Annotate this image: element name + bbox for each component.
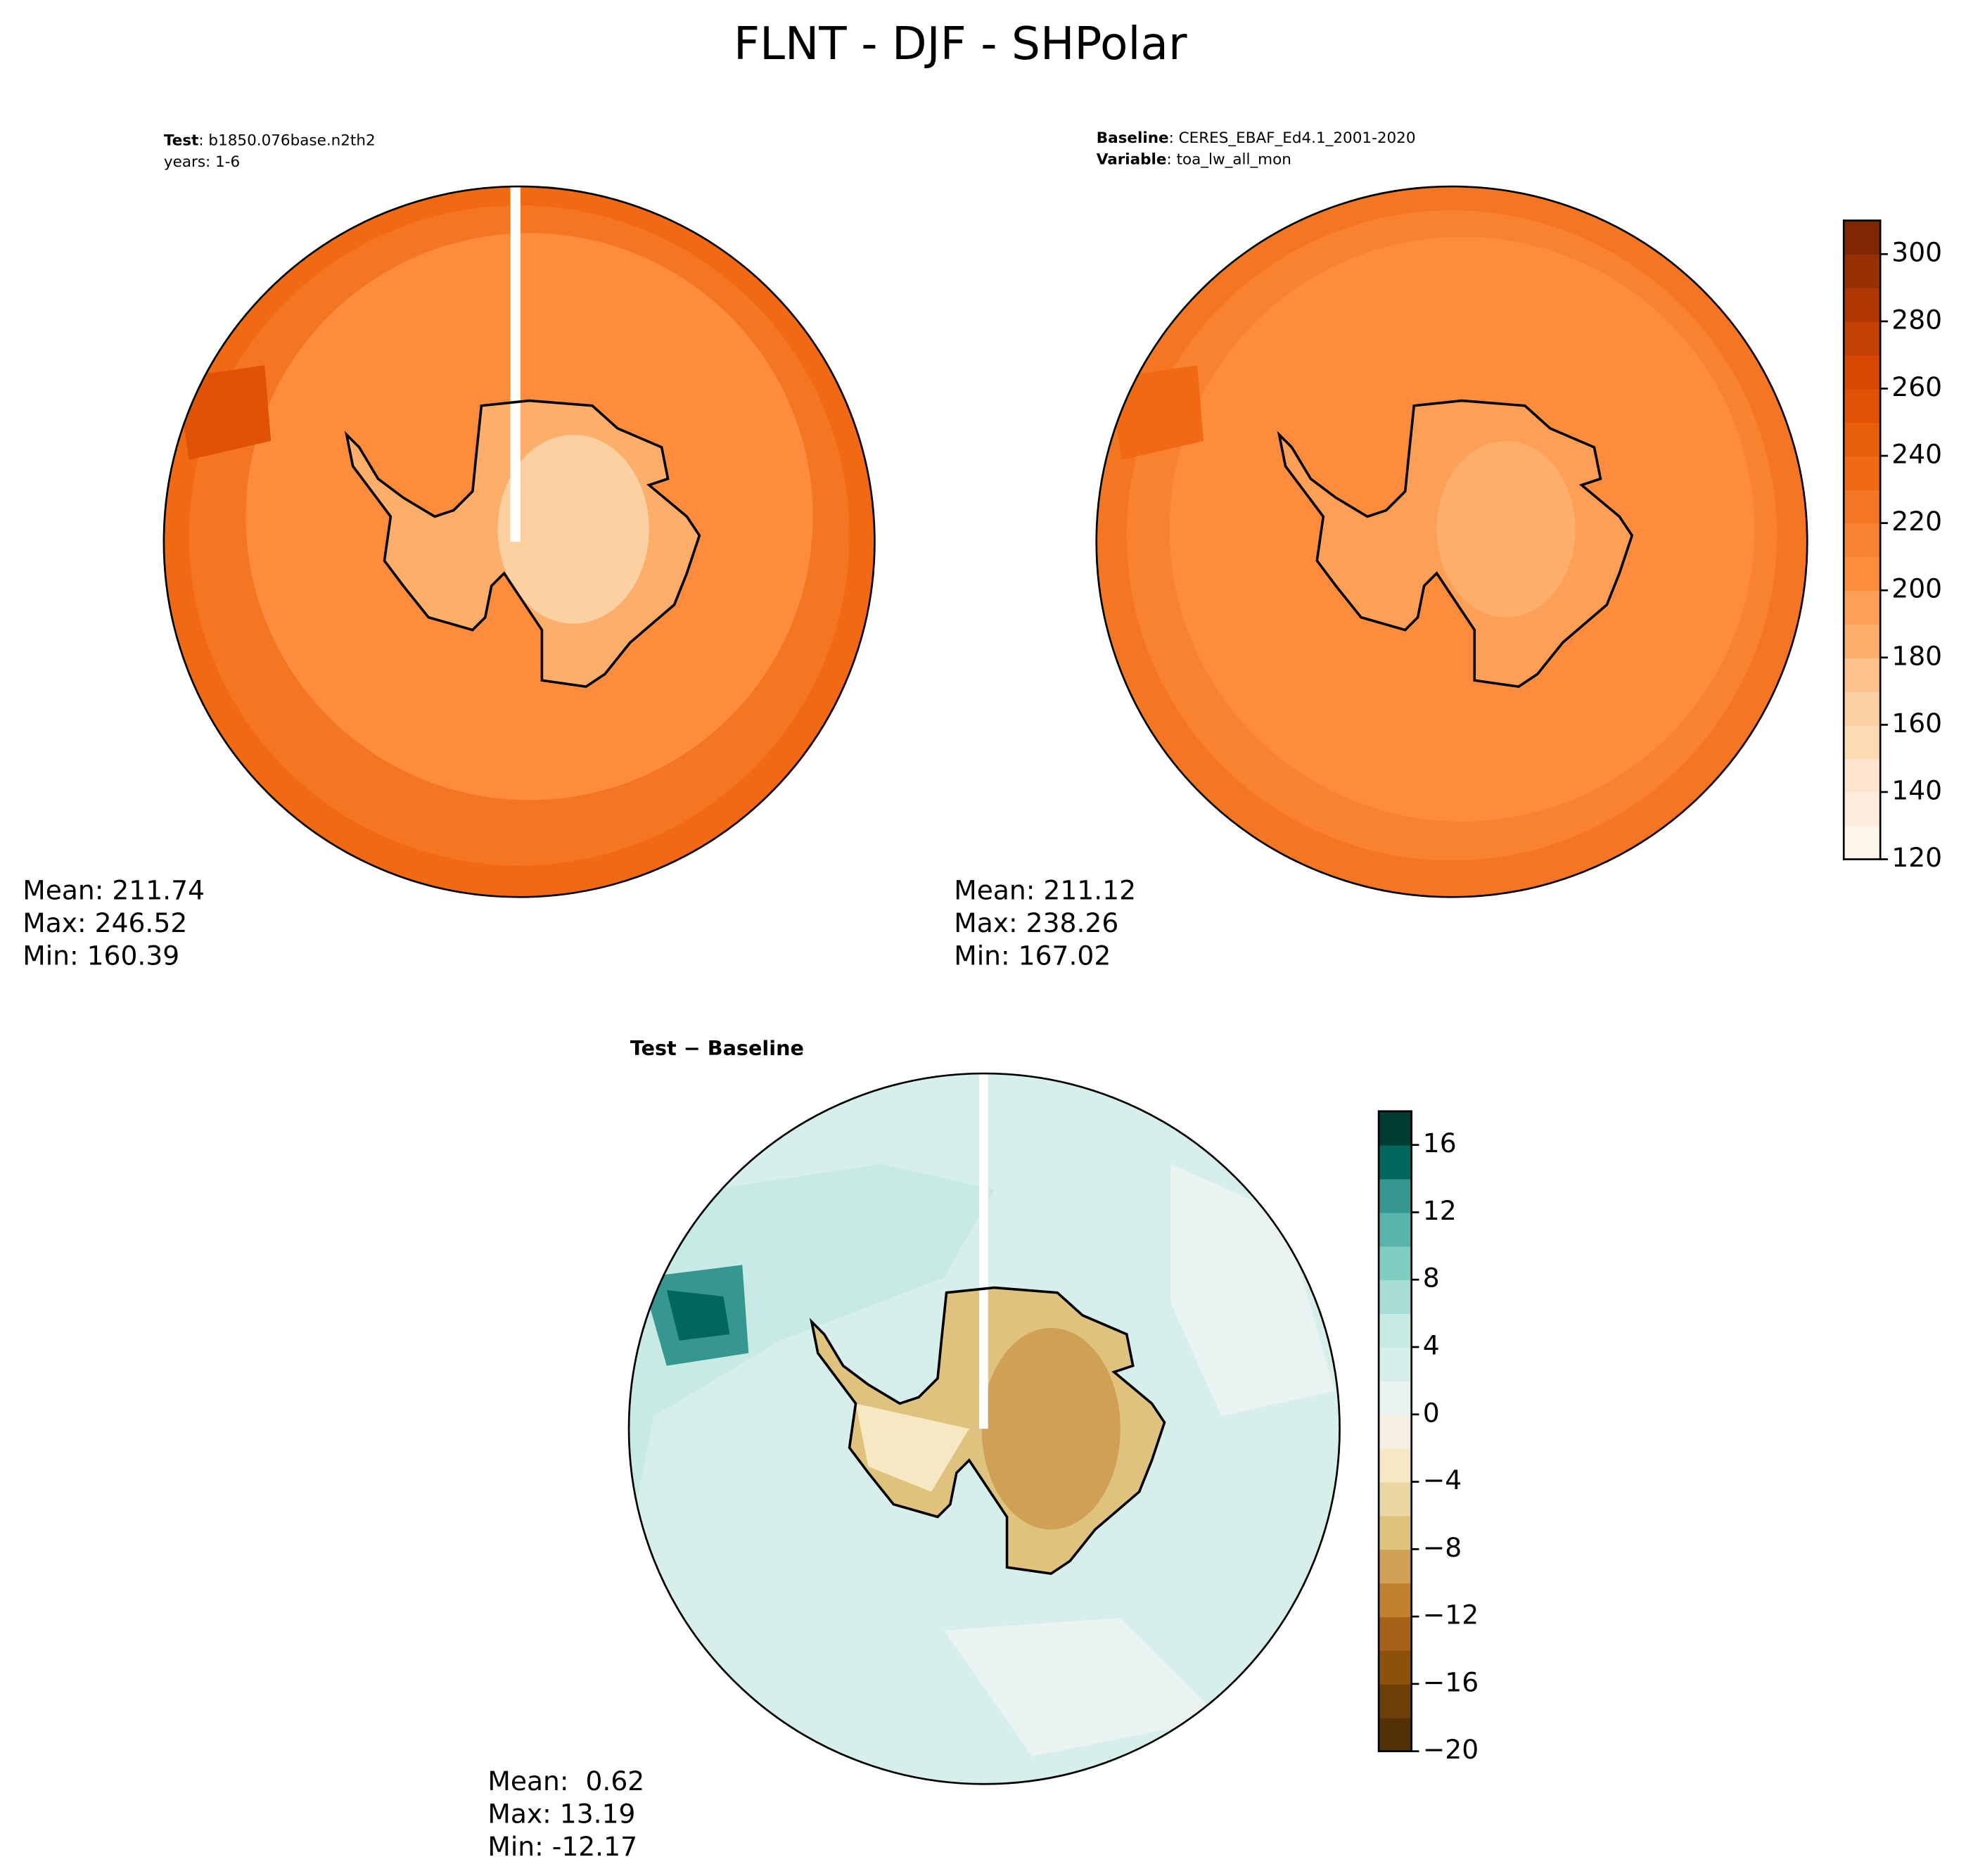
colorbar-band [1844,691,1881,726]
colorbar-band [1844,288,1881,322]
stat-text: Max: 246.52 [23,907,187,938]
colorbar-band [1844,321,1881,356]
colorbar-band [1379,1144,1412,1180]
colorbar-tick-label: 140 [1891,774,1942,805]
header-key: Baseline [1097,129,1169,147]
colorbar-tick-label: 260 [1891,371,1942,402]
colorbar-band [1844,825,1881,860]
header-text: : toa_lw_all_mon [1166,151,1291,168]
header-text: : b1850.076base.n2th2 [198,132,375,150]
colorbar-band [1844,388,1881,423]
header-key: Test − Baseline [630,1036,804,1060]
map-test [162,185,876,898]
colorbar-band [1844,422,1881,457]
stat-text: Mean: 211.74 [23,875,205,906]
colorbar-tick-label: 0 [1423,1397,1440,1428]
colorbar-band [1379,1414,1412,1449]
colorbar-band [1379,1111,1412,1146]
header-key: Test [164,132,198,150]
stat-text: Min: 167.02 [954,940,1111,971]
stat-text: Min: 160.39 [23,940,179,971]
colorbar-band [1844,355,1881,390]
colorbar-tick-label: −8 [1423,1532,1462,1563]
colorbar-band [1379,1313,1412,1348]
colorbar-band [1379,1347,1412,1382]
colorbar-band [1379,1481,1412,1517]
stat-text: Mean: 211.12 [954,875,1136,906]
colorbar-tick-label: 280 [1891,304,1942,335]
colorbar-tick-label: 120 [1891,842,1942,873]
colorbar-band [1844,758,1881,793]
colorbar-tick-label: 160 [1891,708,1942,739]
panel-header: Baseline: CERES_EBAF_Ed4.1_2001-2020 [1097,129,1416,147]
colorbar-band [1844,556,1881,592]
panel-header: Test: b1850.076base.n2th2 [164,132,376,150]
stat-text: Mean: 0.62 [487,1766,644,1797]
colorbar-band [1379,1717,1412,1752]
colorbar-band [1379,1515,1412,1550]
colorbar-band [1844,220,1881,255]
colorbar-band [1844,489,1881,524]
colorbar-tick-label: 4 [1423,1330,1440,1361]
colorbar-band [1844,456,1881,490]
colorbar-band [1379,1549,1412,1584]
colorbar-band [1379,1616,1412,1651]
colorbar-band [1844,623,1881,658]
stat-text: Max: 13.19 [487,1799,635,1830]
colorbar-band [1844,791,1881,827]
header-text: years: 1-6 [164,153,240,171]
colorbar-tick-label: 8 [1423,1263,1440,1294]
colorbar-tick-label: 220 [1891,506,1942,537]
colorbar-tick-label: 12 [1423,1195,1457,1226]
header-text: : CERES_EBAF_Ed4.1_2001-2020 [1169,129,1416,147]
colorbar-band [1379,1212,1412,1247]
colorbar-band [1844,590,1881,625]
colorbar-frame [1377,1110,1413,1753]
panel-header: Test − Baseline [630,1036,804,1060]
colorbar-tick-label: 180 [1891,640,1942,671]
panel-header: Variable: toa_lw_all_mon [1097,151,1291,168]
stat-text: Min: -12.17 [487,1831,637,1862]
colorbar-band [1844,254,1881,288]
colorbar-tick-label: −20 [1423,1734,1479,1765]
colorbar-tick-label: 240 [1891,439,1942,470]
colorbar-tick-label: 300 [1891,237,1942,268]
colorbar-band [1379,1178,1412,1213]
colorbar-band [1844,523,1881,558]
colorbar-band [1844,657,1881,692]
header-key: Variable [1097,151,1167,168]
colorbar-tick-label: −12 [1423,1600,1479,1631]
colorbar-band [1844,725,1881,760]
colorbar-band [1379,1583,1412,1618]
colorbar-tick-label: −16 [1423,1666,1479,1697]
map-baseline [1095,185,1808,898]
stat-text: Max: 238.26 [954,907,1118,938]
colorbar-band [1379,1650,1412,1685]
colorbar-band [1379,1380,1412,1415]
colorbar-band [1379,1683,1412,1718]
colorbar-frame [1842,219,1882,860]
colorbar-tick-label: 200 [1891,573,1942,604]
colorbar-band [1379,1280,1412,1315]
colorbar-band [1379,1448,1412,1483]
map-difference [627,1072,1341,1785]
colorbar-tick-label: −4 [1423,1465,1462,1495]
colorbar-band [1379,1246,1412,1281]
figure-title: FLNT - DJF - SHPolar [734,18,1187,70]
panel-header: years: 1-6 [164,153,240,171]
colorbar-tick-label: 16 [1423,1128,1457,1159]
